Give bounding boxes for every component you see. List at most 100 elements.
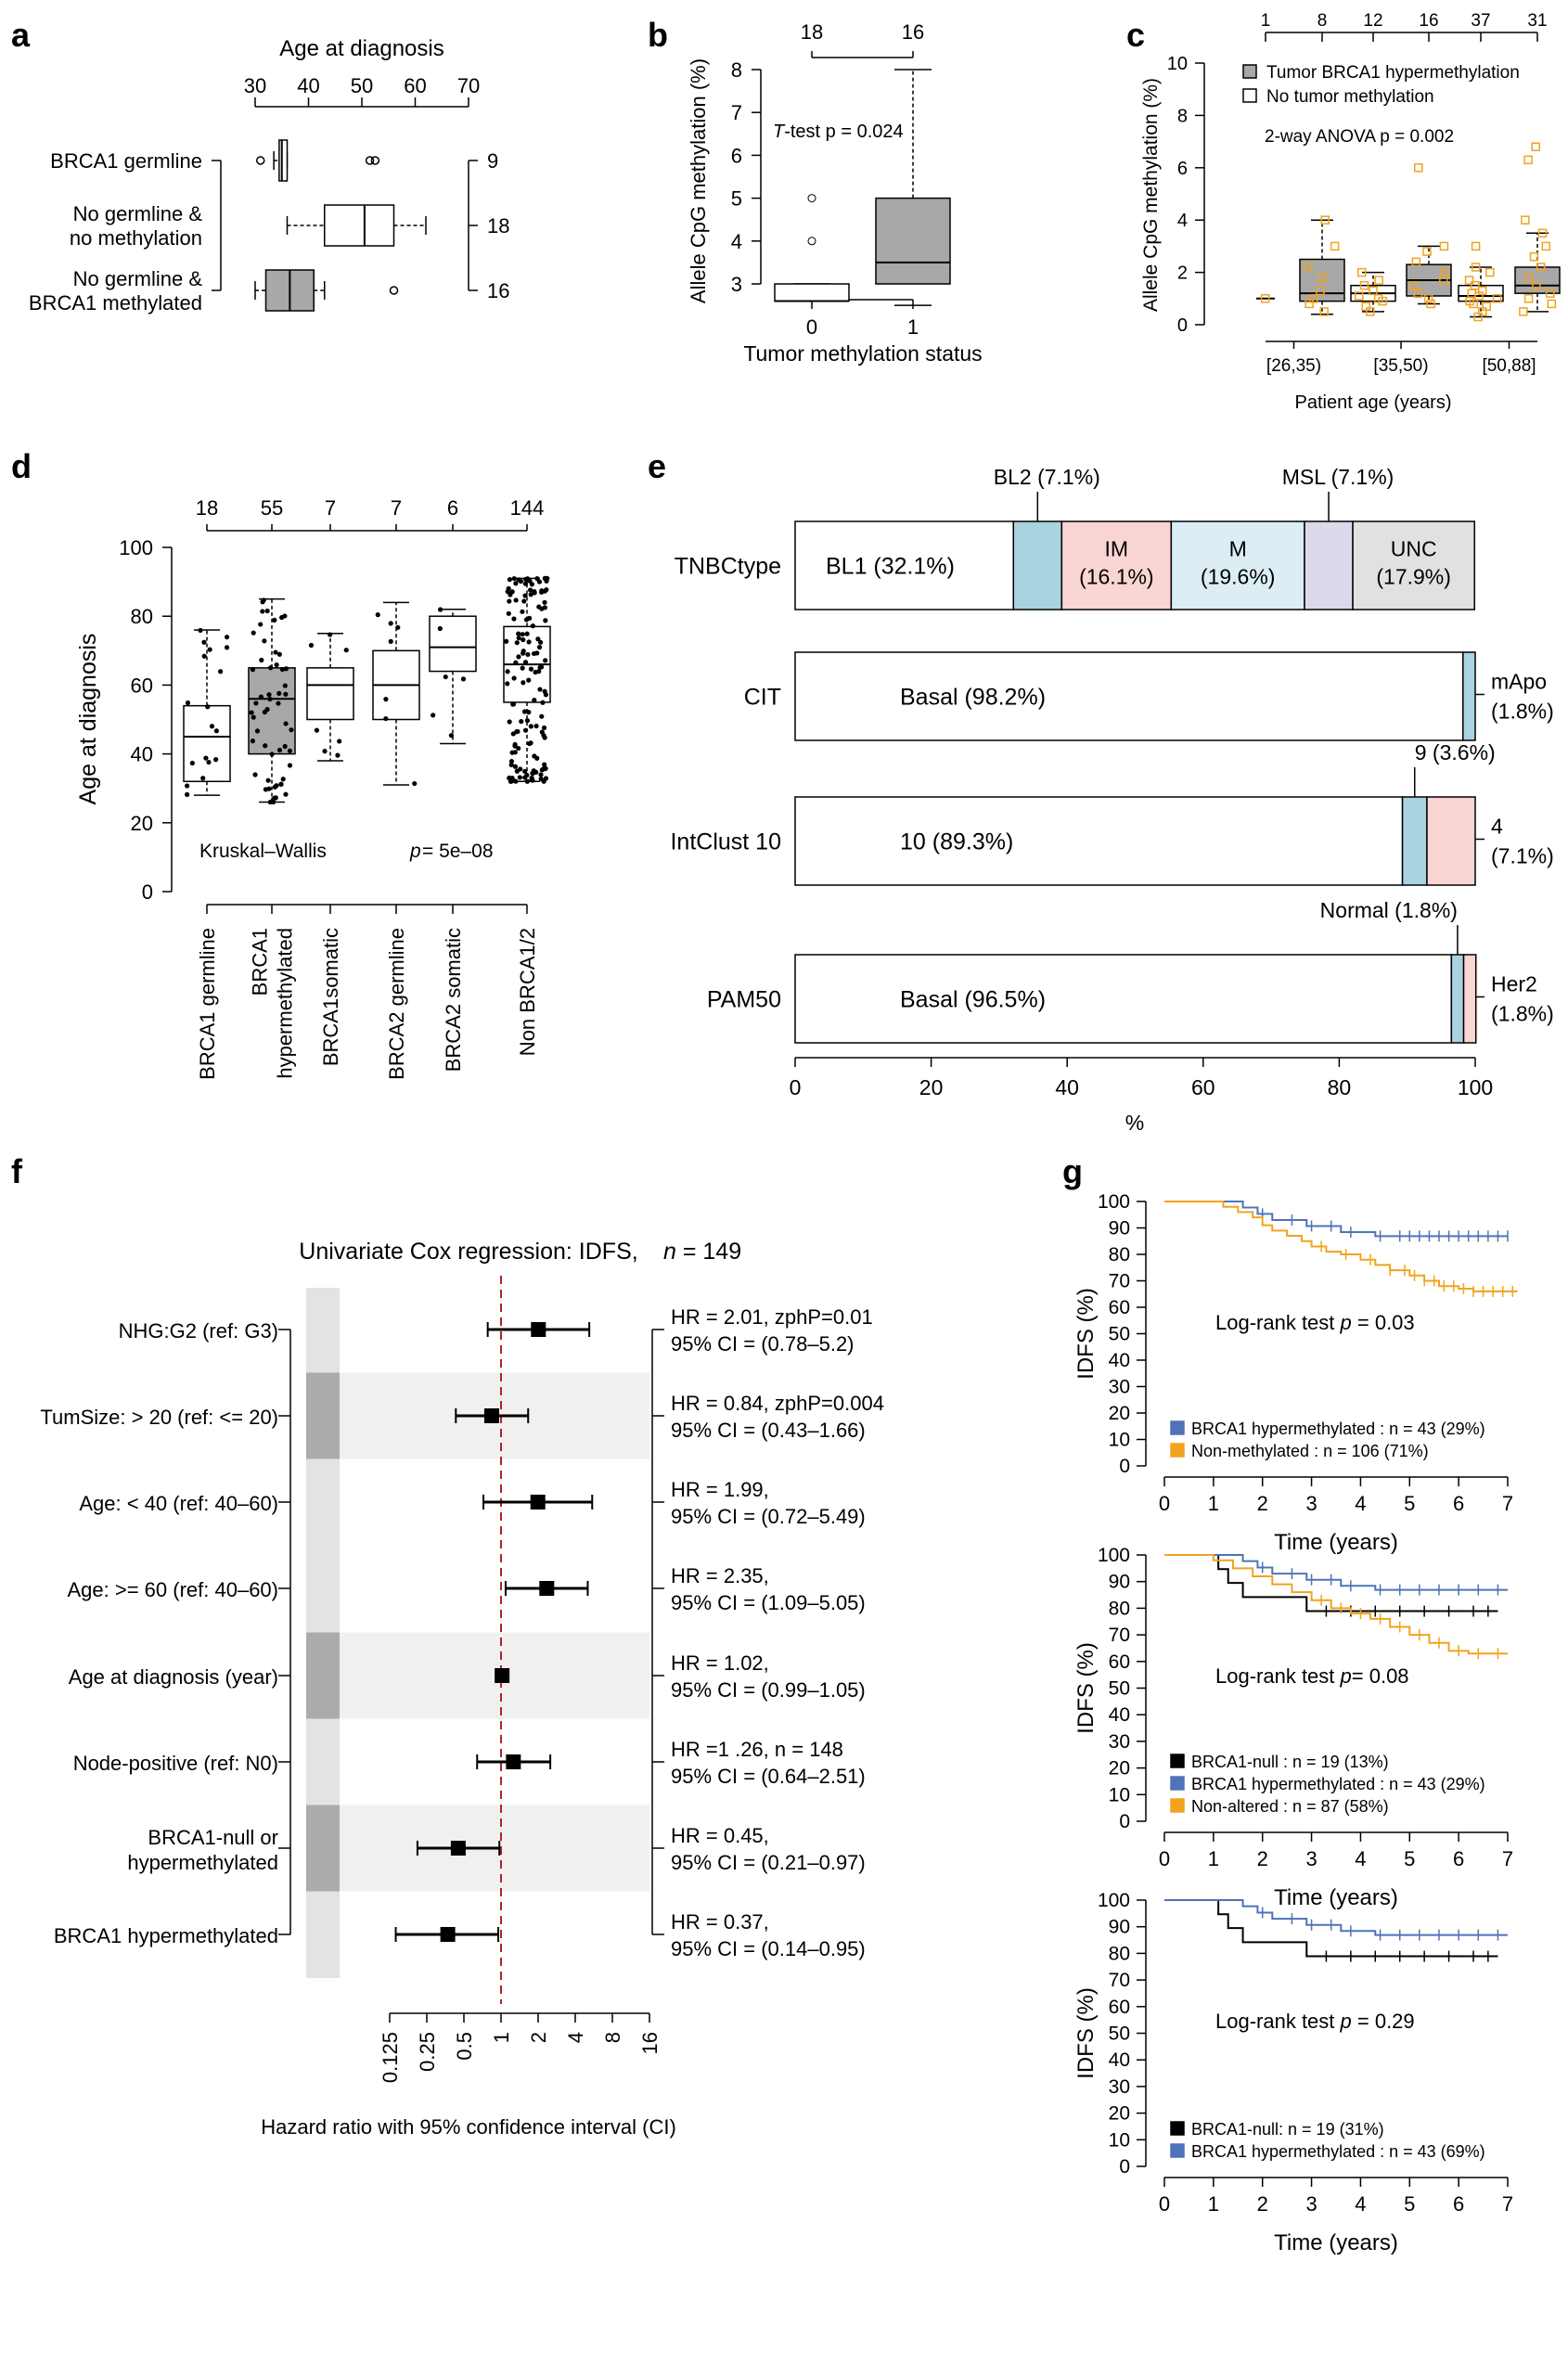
data-point <box>1320 215 1330 225</box>
row-label: Age: >= 60 (ref: 40–60) <box>68 1578 279 1601</box>
data-point <box>1356 267 1367 277</box>
tick-label: 2 <box>527 2032 550 2043</box>
data-point <box>1373 294 1383 303</box>
tick-label: 8 <box>601 2032 624 2043</box>
data-point <box>253 700 259 706</box>
tick-label: 20 <box>1109 1403 1130 1424</box>
segment-label: BL2 (7.1%) <box>994 465 1100 489</box>
data-point <box>1523 155 1533 165</box>
legend-swatch <box>1170 1754 1185 1768</box>
outlier <box>807 237 816 246</box>
data-point <box>538 772 544 777</box>
data-point <box>1482 302 1491 312</box>
group-n: 16 <box>902 20 924 44</box>
data-point <box>527 615 533 621</box>
data-point <box>511 616 517 622</box>
ci-text: 95% CI = (0.14–0.95) <box>671 1937 866 1960</box>
tick-label: 0 <box>790 1075 802 1099</box>
data-point <box>512 764 519 769</box>
tick-label: 30 <box>244 74 266 97</box>
data-point <box>251 630 256 636</box>
data-point <box>527 587 533 593</box>
data-point <box>522 581 528 586</box>
data-point <box>273 795 278 801</box>
tick-label: 4 <box>731 230 742 253</box>
x-axis-label: Time (years) <box>1274 1530 1398 1555</box>
data-point <box>375 612 380 618</box>
legend-entry: BRCA1-null: n = 19 (31%) <box>1191 2120 1384 2139</box>
tick-label: 80 <box>1109 1598 1130 1619</box>
data-point <box>201 653 207 659</box>
data-point <box>508 778 514 784</box>
data-point <box>272 784 277 790</box>
annotation-value: = 0.03 <box>1352 1311 1415 1334</box>
box <box>248 667 296 755</box>
data-point <box>525 651 531 658</box>
tick-label: 60 <box>404 74 426 97</box>
group-n: 144 <box>510 496 545 520</box>
group-label: No germline & <box>73 202 203 225</box>
legend-swatch <box>1170 2143 1185 2158</box>
tick-label: 0 <box>1119 2156 1130 2178</box>
group-n: 18 <box>196 496 218 520</box>
tick-label: 6 <box>731 144 742 167</box>
tick-label: 0.5 <box>453 2032 476 2061</box>
tick-label: 5 <box>1404 1847 1415 1870</box>
data-point <box>383 697 389 702</box>
annotation: = 5e–08 <box>422 841 494 862</box>
tick-label: 0 <box>1119 1811 1130 1832</box>
data-point <box>528 724 533 729</box>
data-point <box>250 739 256 744</box>
tick-label: 8 <box>731 58 742 82</box>
legend-entry: No tumor methylation <box>1266 87 1434 107</box>
row-label: Age: < 40 (ref: 40–60) <box>79 1492 278 1515</box>
shade-block <box>306 1632 340 1719</box>
data-point <box>261 597 266 603</box>
row-label: NHG:G2 (ref: G3) <box>119 1319 278 1343</box>
annotation-p: p <box>1340 2010 1352 2033</box>
shade-row <box>306 1632 649 1719</box>
data-point <box>437 625 443 632</box>
data-point <box>1532 280 1541 290</box>
outlier <box>370 156 380 165</box>
group-label: BRCA1 germline <box>50 149 202 173</box>
data-point <box>262 638 267 644</box>
data-point <box>268 665 274 671</box>
y-axis-label: IDFS (%) <box>1073 1642 1099 1734</box>
data-point <box>448 733 455 739</box>
data-point <box>266 786 272 791</box>
legend-swatch <box>1170 1420 1185 1435</box>
data-point <box>542 605 547 610</box>
data-point <box>521 709 528 714</box>
group-n: 9 <box>487 149 498 173</box>
tick-label: 90 <box>1109 1218 1130 1240</box>
data-point <box>516 745 521 752</box>
data-point <box>539 767 545 773</box>
ci-text: 95% CI = (0.72–5.49) <box>671 1505 866 1528</box>
outlier <box>365 156 375 165</box>
data-point <box>258 622 263 627</box>
data-point <box>511 575 517 582</box>
data-point <box>530 777 535 783</box>
data-point <box>526 639 532 645</box>
legend-entry: Non-altered : n = 87 (58%) <box>1191 1797 1389 1816</box>
tick-label: BRCA2 germline <box>385 928 408 1080</box>
tick-label: [50,88] <box>1482 356 1536 376</box>
segment-label: IM <box>1105 537 1129 561</box>
annotation-p: p <box>1340 1311 1352 1334</box>
tick-label: 6 <box>1177 159 1188 179</box>
panel-d: 0 20 40 60 80 100 Age at diagnosis Kruskal–Wall… <box>75 496 551 1080</box>
data-point <box>224 645 230 650</box>
segment-label: mApo <box>1491 670 1547 694</box>
data-point <box>1355 291 1364 301</box>
group-n: 12 <box>1363 11 1382 31</box>
data-point <box>1477 286 1487 296</box>
tick-label: 60 <box>1191 1075 1215 1099</box>
data-point <box>272 617 277 623</box>
tick-label: BRCA1somatic <box>319 928 342 1066</box>
tick-label: 7 <box>1502 1847 1513 1870</box>
tick-label: 0 <box>1177 315 1188 336</box>
tick-label: 50 <box>1109 2024 1130 2045</box>
segment <box>1462 954 1477 1044</box>
